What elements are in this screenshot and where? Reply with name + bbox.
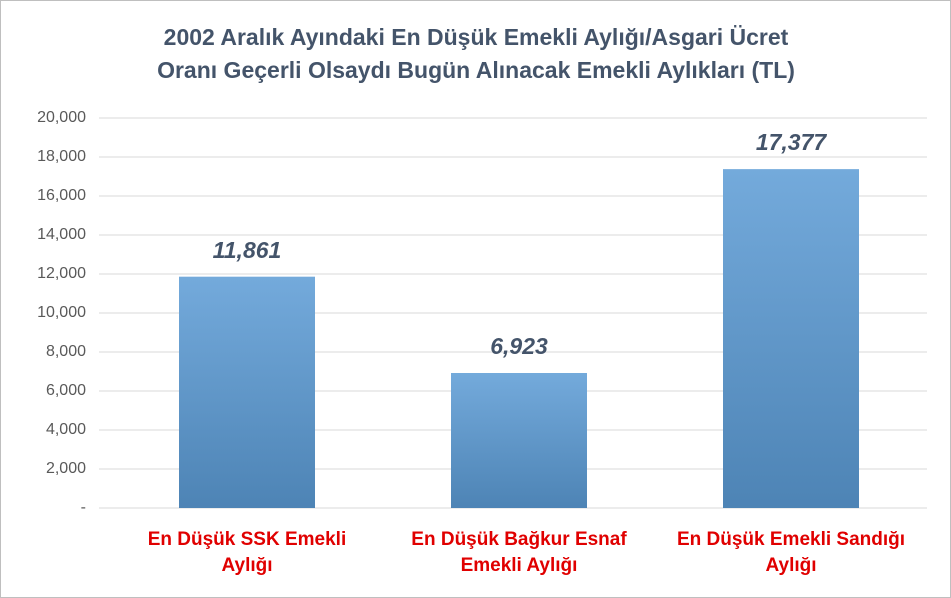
value-label: 6,923 bbox=[490, 333, 548, 359]
bar-shade bbox=[723, 169, 859, 508]
x-tick-label: En Düşük SSK Emekli Aylığı bbox=[147, 529, 347, 576]
chart-title: Oranı Geçerli Olsaydı Bugün Alınacak Eme… bbox=[157, 57, 795, 83]
y-tick-label: 8,000 bbox=[46, 343, 86, 360]
chart-title: 2002 Aralık Ayındaki En Düşük Emekli Ayl… bbox=[164, 24, 789, 50]
y-tick-label: 12,000 bbox=[37, 265, 86, 282]
y-tick-label: 16,000 bbox=[37, 187, 86, 204]
x-tick-label: En Düşük Emekli Sandığı Aylığı bbox=[676, 529, 906, 576]
bar-shade bbox=[451, 373, 587, 508]
x-tick-label: En Düşük Bağkur Esnaf Emekli Aylığı bbox=[411, 529, 627, 576]
bar-shade bbox=[179, 276, 315, 508]
value-label: 11,861 bbox=[213, 237, 282, 263]
y-tick-label: 14,000 bbox=[37, 226, 86, 243]
y-tick-label: 6,000 bbox=[46, 382, 86, 399]
y-tick-label: 4,000 bbox=[46, 421, 86, 438]
y-tick-label: - bbox=[81, 499, 86, 516]
value-label: 17,377 bbox=[756, 129, 828, 155]
y-tick-label: 20,000 bbox=[37, 109, 86, 126]
y-tick-label: 18,000 bbox=[37, 148, 86, 165]
y-tick-label: 2,000 bbox=[46, 460, 86, 477]
y-tick-label: 10,000 bbox=[37, 304, 86, 321]
